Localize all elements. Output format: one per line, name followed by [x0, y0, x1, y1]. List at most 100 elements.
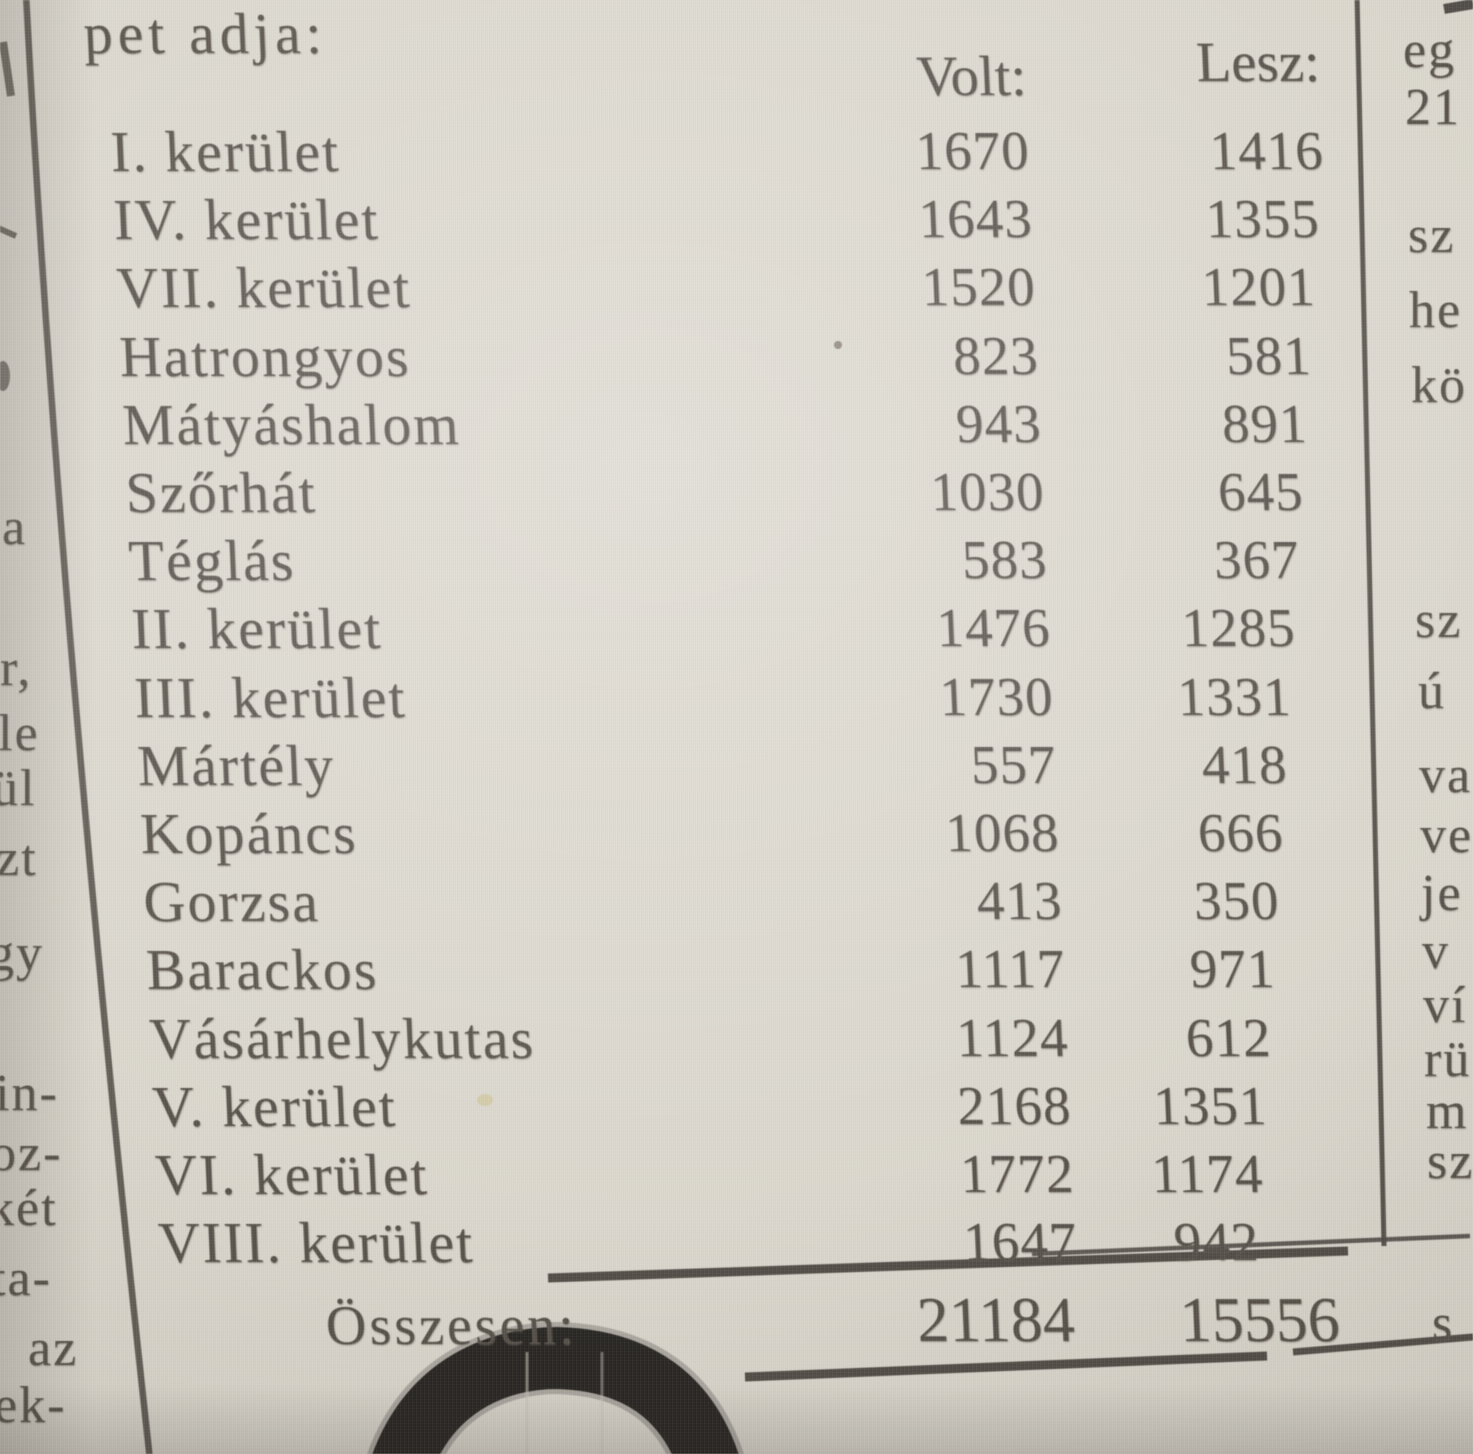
table-row: Kopáncs 1068 666 — [35, 801, 1438, 873]
district-name: Hatrongyos — [118, 323, 412, 389]
margin-text-fragment: m — [1426, 1083, 1469, 1140]
ink-mark — [0, 361, 10, 391]
margin-text-fragment: kö — [1411, 357, 1467, 414]
table-row: VIII. kerület 1647 942 — [53, 1210, 1456, 1282]
margin-text-fragment: sz — [1415, 592, 1463, 649]
table-row: Barackos 1117 971 — [41, 937, 1444, 1009]
lesz-value: 645 — [1216, 461, 1305, 522]
grand-total-underline-right — [1292, 1333, 1473, 1356]
lesz-value: 971 — [1188, 938, 1277, 1000]
margin-text-fragment: ú — [1418, 663, 1446, 720]
margin-text-fragment: két — [0, 1180, 58, 1237]
district-name: I. kerület — [109, 119, 342, 184]
margin-text-fragment: sz — [1408, 207, 1456, 264]
district-name: V. kerület — [150, 1073, 399, 1139]
totals-lesz-value: 15556 — [1178, 1284, 1342, 1355]
ink-mark — [0, 225, 18, 239]
lesz-value: 367 — [1212, 529, 1301, 591]
district-name: Mátyáshalom — [121, 391, 462, 457]
margin-text-fragment: v — [1422, 923, 1450, 980]
paper-speck — [477, 1094, 493, 1106]
margin-text-fragment: zt — [0, 830, 38, 887]
margin-text-fragment: s — [1432, 1295, 1455, 1352]
lesz-value: 891 — [1220, 392, 1309, 454]
lesz-value: 581 — [1224, 324, 1313, 386]
table-row: IV. kerület 1643 1355 — [8, 187, 1411, 259]
margin-text-fragment: rü — [1424, 1031, 1472, 1088]
margin-text-fragment: gy — [0, 925, 44, 982]
margin-text-fragment: ek- — [0, 1377, 67, 1434]
table-row: Mátyáshalom 943 891 — [17, 391, 1420, 464]
margin-text-fragment: je — [1421, 865, 1463, 922]
margin-text-fragment: in- — [0, 1065, 59, 1122]
district-name: Vásárhelykutas — [147, 1005, 537, 1071]
table-row: VI. kerület 1772 1174 — [50, 1142, 1453, 1214]
margin-text-fragment: eg — [1403, 22, 1457, 79]
margin-text-fragment: oz- — [0, 1125, 63, 1182]
table-row: Mártély 557 418 — [32, 732, 1435, 805]
margin-text-fragment: a — [2, 499, 28, 556]
table-row: II. kerület 1476 1285 — [26, 596, 1429, 668]
lesz-value: 418 — [1200, 733, 1289, 795]
lesz-value: 1416 — [1208, 120, 1325, 181]
margin-text-fragment: le — [0, 705, 40, 762]
total-rule-thick — [547, 1246, 1349, 1283]
column-header-lesz: Lesz: — [1194, 31, 1322, 94]
margin-text-fragment: he — [1409, 282, 1463, 339]
table-row: I. kerület 1670 1416 — [5, 119, 1408, 191]
ink-mark — [1443, 0, 1473, 14]
district-name: IV. kerület — [112, 187, 381, 253]
lesz-value: 1174 — [1149, 1143, 1265, 1204]
margin-text-fragment: 21 — [1405, 79, 1461, 136]
lesz-value: 942 — [1172, 1211, 1261, 1273]
district-name: Gorzsa — [141, 869, 322, 935]
totals-row: Összesen: 21184 15556 — [56, 1284, 1459, 1368]
left-column-divider-line — [23, 0, 153, 1454]
margin-text-fragment: ví — [1423, 977, 1468, 1034]
table-row: Vásárhelykutas 1124 612 — [44, 1005, 1447, 1078]
table-row: VII. kerület 1520 1201 — [11, 255, 1414, 327]
table-row: Hatrongyos 823 581 — [14, 323, 1417, 396]
margin-text-fragment: r, — [0, 640, 33, 697]
ink-mark — [0, 41, 15, 97]
margin-text-fragment: ve — [1420, 807, 1473, 864]
table-row: Szőrhát 1030 645 — [20, 460, 1423, 532]
table-row: Téglás 583 367 — [23, 528, 1426, 600]
margin-text-fragment: sz — [1427, 1133, 1473, 1190]
totals-label: Összesen: — [324, 1295, 579, 1357]
margin-text-fragment: ta- — [0, 1250, 52, 1307]
table-row: Gorzsa 413 350 — [38, 869, 1441, 941]
article-text-fragment: pet adja: — [82, 1, 328, 66]
district-name: Kopáncs — [138, 801, 359, 866]
right-column-divider-line — [1354, 0, 1387, 1247]
large-printed-glyph-fragment — [372, 1326, 739, 1454]
district-name: II. kerület — [130, 596, 384, 662]
district-name: III. kerület — [133, 664, 408, 730]
lesz-value: 1331 — [1176, 665, 1293, 727]
district-name: VII. kerület — [115, 255, 413, 321]
margin-text-fragment: va — [1419, 747, 1473, 804]
lesz-value: 350 — [1192, 870, 1281, 932]
district-name: Barackos — [144, 937, 380, 1003]
ink-speck — [834, 341, 842, 349]
lesz-value: 612 — [1184, 1006, 1273, 1068]
lesz-value: 666 — [1196, 802, 1285, 863]
margin-text-fragment: az — [28, 1320, 79, 1377]
table-row: III. kerület 1730 1331 — [29, 664, 1432, 737]
table-row: V. kerület 2168 1351 — [47, 1073, 1450, 1146]
district-name: VI. kerület — [153, 1142, 430, 1207]
total-rule-thin — [1031, 1233, 1471, 1257]
district-name: Szőrhát — [124, 460, 319, 525]
margin-text-fragment: ül — [0, 760, 37, 817]
lesz-value: 1351 — [1151, 1074, 1269, 1136]
grand-total-underline — [744, 1351, 1268, 1382]
lesz-value: 1285 — [1180, 597, 1297, 659]
lesz-value: 1201 — [1200, 256, 1317, 318]
lesz-value: 1355 — [1204, 188, 1321, 250]
district-name: Mártély — [135, 732, 337, 798]
district-name: Téglás — [127, 528, 297, 594]
